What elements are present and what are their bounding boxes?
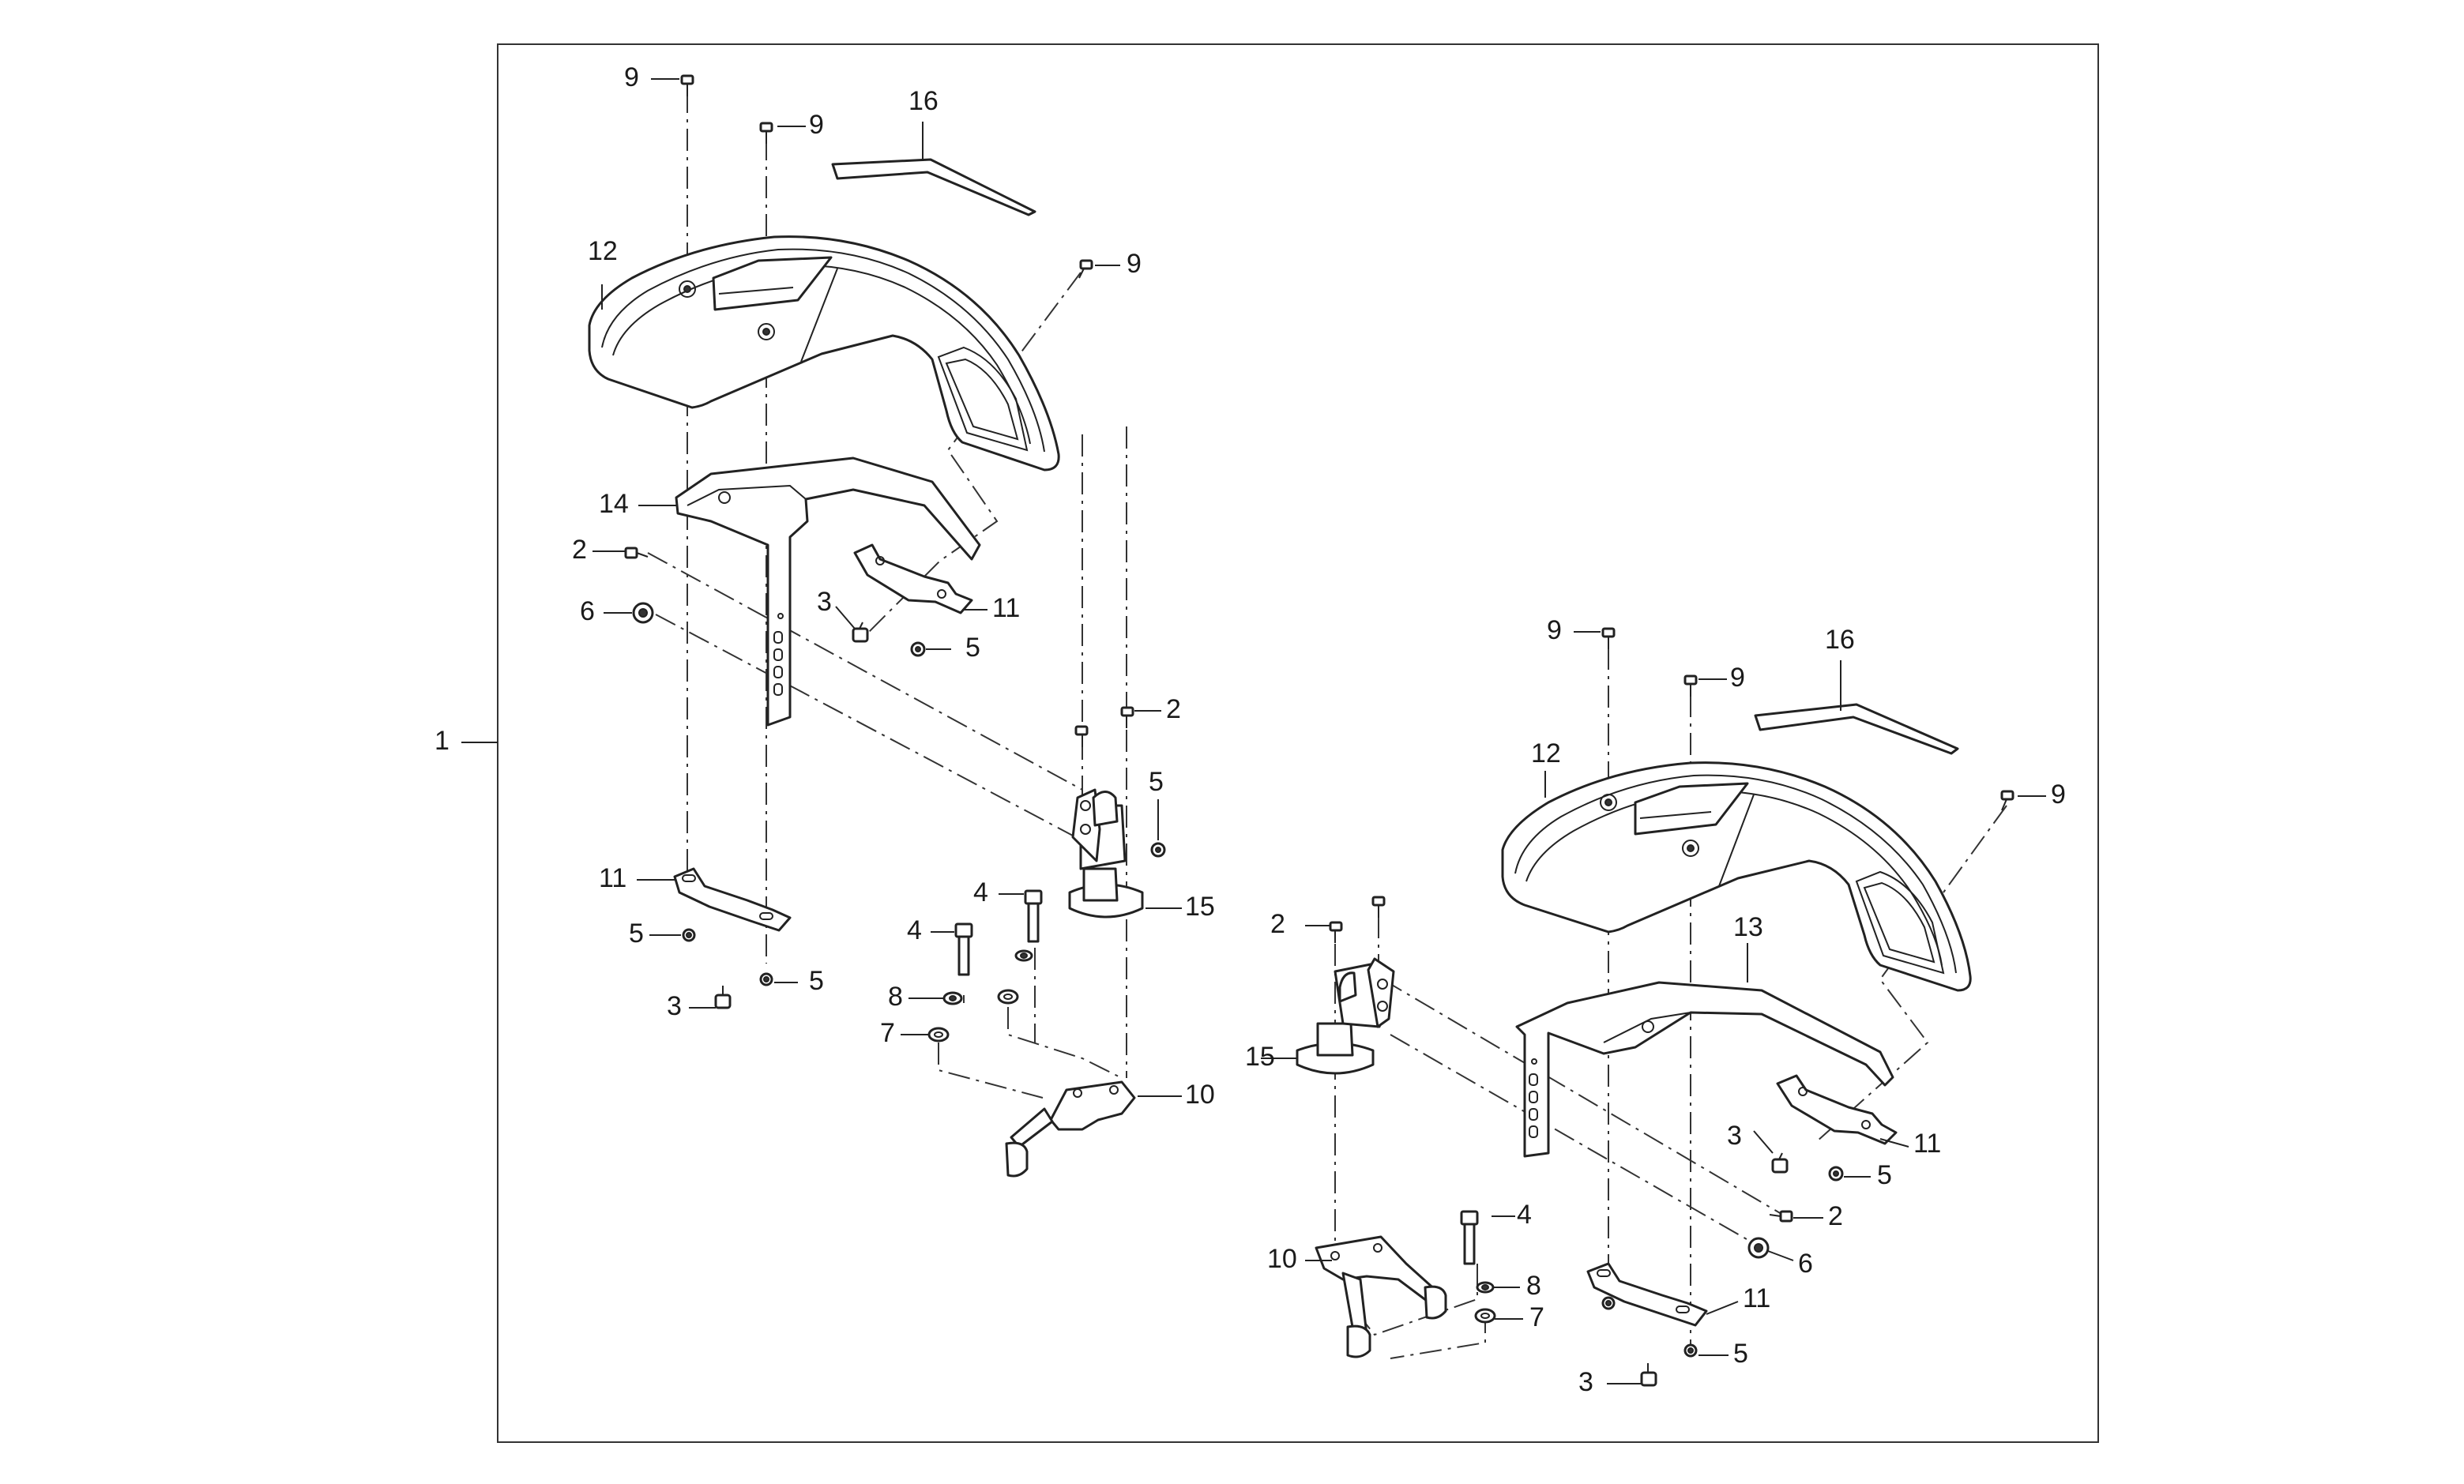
callout-14: 14 [599,489,629,519]
nut-6-left [632,602,654,624]
callout-5: 5 [965,633,980,663]
nut-5-a [910,641,926,657]
decal-16-right [1754,703,1959,755]
callout-5: 5 [809,966,824,996]
callout-6: 6 [580,596,595,626]
callout-5: 5 [629,919,644,949]
nut-5-d [759,972,773,986]
leader-lines [461,78,2046,1384]
nut-6-right [1747,1237,1770,1259]
washer-8-left-b [1014,949,1033,962]
washer-8-right [1476,1281,1495,1294]
callout-12: 12 [588,236,618,266]
bolt-9-a [680,74,694,96]
bolt-3-c [1771,1152,1789,1174]
bracket-13-right [1515,981,1894,1158]
nut-5-b [1150,842,1166,858]
callout-9: 9 [1127,249,1142,279]
bolt-9-c [1078,259,1093,279]
callout-8: 8 [1526,1271,1541,1301]
callout-9: 9 [809,110,824,140]
bolt-2-d [1329,921,1343,943]
callout-16: 16 [908,86,939,116]
callout-3: 3 [1578,1367,1593,1397]
callout-2: 2 [1166,694,1181,724]
callout-9: 9 [1730,663,1745,693]
fasteners-left [624,74,1166,1043]
callout-4: 4 [973,877,988,907]
clamp-plate-11-lower-right [1586,1262,1708,1327]
callout-6: 6 [1798,1249,1813,1279]
nut-5-f [1601,1296,1616,1310]
callout-3: 3 [1727,1121,1742,1151]
callout-15: 15 [1185,892,1215,922]
bolt-4-b [954,922,973,976]
bolt-3-b [714,986,732,1009]
washer-7-left [927,1027,950,1043]
caster-arm-10-right [1315,1235,1447,1358]
callout-11: 11 [992,593,1020,623]
callout-5: 5 [1149,767,1164,797]
callout-10: 10 [1267,1244,1297,1274]
bolt-9-d [1601,627,1616,649]
mount-post-15-right [1296,957,1395,1075]
bolt-4-c [1460,1210,1479,1265]
callout-1: 1 [434,726,450,756]
bolt-2-f [1769,1210,1793,1223]
bolt-2-e [1371,896,1386,918]
bolt-9-f [2000,790,2014,811]
fender-12-right [1501,761,1972,992]
callout-8: 8 [888,982,903,1012]
callout-5: 5 [1877,1160,1892,1190]
callout-10: 10 [1185,1080,1215,1110]
callout-15: 15 [1245,1042,1275,1072]
callout-2: 2 [572,535,587,565]
bolt-4-a [1024,889,1043,943]
clamp-plate-11-upper-left [853,543,973,614]
callout-5: 5 [1733,1339,1748,1369]
bolt-2-c [1074,725,1089,747]
callout-9: 9 [2051,780,2066,810]
callout-11: 11 [1743,1283,1770,1313]
callout-13: 13 [1733,912,1763,942]
bolt-3-d [1640,1363,1657,1387]
nut-5-g [1683,1343,1698,1358]
callout-2: 2 [1828,1201,1843,1231]
bolt-2-a [624,547,649,559]
fender-12-left [588,235,1060,471]
bracket-14-left [675,456,981,727]
bolt-2-b [1120,706,1134,728]
bolt-3-a [852,622,869,643]
callout-3: 3 [667,991,682,1021]
callout-11: 11 [599,863,626,893]
callout-7: 7 [880,1018,895,1048]
washer-7-left-b [997,989,1019,1005]
callout-11: 11 [1913,1129,1941,1159]
callout-2: 2 [1270,909,1285,939]
callout-3: 3 [817,587,832,617]
callout-16: 16 [1825,625,1855,655]
caster-arm-10-left [1005,1080,1136,1178]
bolt-9-e [1683,674,1698,697]
callout-4: 4 [907,915,922,945]
washer-7-right [1474,1308,1496,1324]
clamp-plate-11-upper-right [1776,1074,1898,1145]
callout-4: 4 [1517,1200,1532,1230]
callout-12: 12 [1531,738,1561,768]
nut-5-e [1828,1166,1844,1182]
washer-8-left [942,991,963,1005]
decal-16-left [831,158,1036,216]
clamp-plate-11-lower-left [673,867,792,932]
callout-9: 9 [624,62,639,92]
callout-7: 7 [1529,1302,1544,1332]
bolt-9-b [759,122,773,144]
callout-labels: 1 9 9 9 16 12 14 2 6 3 5 11 2 5 15 4 4 8… [434,62,2066,1397]
nut-5-c [682,928,696,942]
callout-9: 9 [1547,615,1562,645]
mount-post-15-left [1068,788,1144,919]
